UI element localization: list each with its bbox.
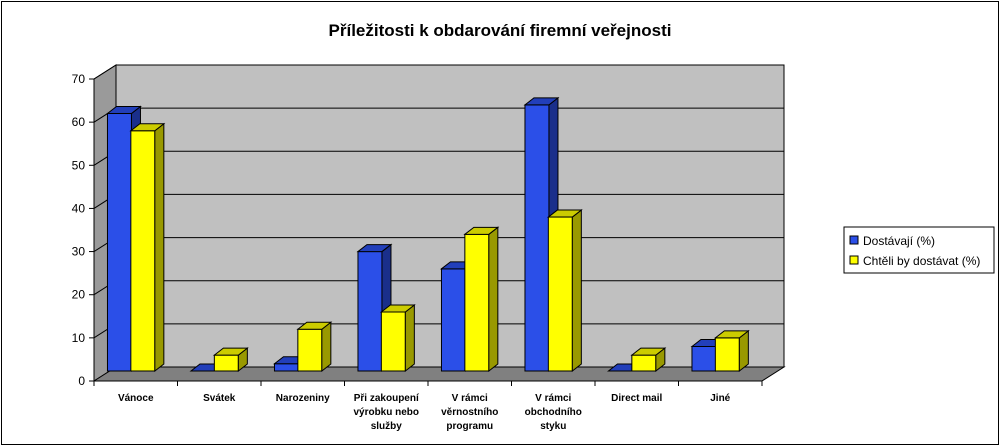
- x-tick-label-line: programu: [446, 421, 493, 432]
- x-tick-label: Direct mail: [611, 393, 662, 404]
- bar-side: [571, 209, 582, 373]
- bar: [546, 209, 583, 373]
- bar: [296, 321, 333, 373]
- bar-front: [297, 328, 323, 372]
- x-tick-label-line: V rámci: [535, 393, 571, 404]
- bar-top: [212, 347, 249, 356]
- chart-title: Příležitosti k obdarování firemní veřejn…: [329, 21, 672, 40]
- x-tick-label-line: Jiné: [710, 393, 730, 404]
- bar-top: [523, 97, 560, 106]
- y-tick-label: 60: [72, 115, 86, 129]
- bar-side: [154, 122, 165, 373]
- x-tick-label-line: Při zakoupení: [354, 393, 420, 404]
- x-tick-label: Narozeniny: [276, 393, 330, 404]
- bar: [523, 96, 560, 373]
- x-tick-label-line: Direct mail: [611, 393, 662, 404]
- x-tick-label: Při zakoupení výrobku nebo služby: [353, 393, 420, 432]
- bar-front: [440, 268, 466, 372]
- bar-front: [631, 354, 657, 372]
- gridline: [93, 64, 784, 80]
- bar-side: [488, 226, 499, 373]
- y-tick-label: 50: [72, 158, 86, 172]
- bar-front: [464, 233, 490, 372]
- x-tick-label: Svátek: [203, 393, 236, 404]
- x-tick-label: Jiné: [710, 393, 730, 404]
- legend-swatch: [849, 235, 859, 245]
- x-tick-label-line: výrobku nebo: [353, 407, 419, 418]
- x-tick-label-line: Narozeniny: [276, 393, 330, 404]
- bar-top: [296, 321, 333, 330]
- bar-front: [273, 363, 299, 372]
- bar-top: [630, 347, 667, 356]
- bar-top: [379, 304, 416, 313]
- plot-area: 0 10 20 30 40 50 60 70 Vánoce Svátek Narozeniny Při…: [72, 64, 786, 432]
- bar-top: [106, 106, 142, 115]
- bar-front: [380, 311, 406, 372]
- bar-side: [321, 321, 332, 373]
- bar-side: [404, 303, 415, 373]
- x-tick-label: Vánoce: [118, 393, 154, 404]
- bar-front: [691, 345, 717, 372]
- y-tick-label: 30: [72, 245, 86, 259]
- bar-front: [714, 337, 740, 372]
- bar: [212, 347, 249, 373]
- bar-front: [357, 251, 383, 372]
- bar: [463, 226, 500, 373]
- bar-top: [713, 330, 750, 339]
- bar: [129, 122, 166, 373]
- legend-label: Chtěli by dostávat (%): [863, 254, 980, 268]
- bar-top: [129, 123, 166, 132]
- x-tick-label: V rámci obchodního styku: [525, 393, 582, 432]
- y-tick-label: 70: [72, 72, 86, 86]
- bar: [630, 347, 667, 373]
- x-tick-label-line: obchodního: [525, 407, 582, 418]
- legend-box: [843, 226, 995, 274]
- bar-front: [524, 104, 550, 372]
- bar: [713, 329, 750, 373]
- x-tick-label-line: věrnostního: [441, 407, 498, 418]
- legend: Dostávají (%) Chtěli by dostávat (%): [843, 226, 995, 274]
- y-tick-label: 20: [72, 288, 86, 302]
- x-tick-label-line: služby: [371, 421, 403, 432]
- x-tick-label-line: Svátek: [203, 393, 236, 404]
- x-tick-label: V rámci věrnostního programu: [441, 393, 498, 432]
- y-tick-label: 10: [72, 331, 86, 345]
- x-tick-label-line: styku: [540, 421, 566, 432]
- y-tick-label: 0: [78, 374, 85, 388]
- y-tick-label: 40: [72, 201, 86, 215]
- bar-front: [130, 130, 156, 372]
- legend-label: Dostávají (%): [863, 234, 935, 248]
- legend-swatch: [849, 255, 859, 265]
- bar-top: [463, 226, 500, 235]
- bar-front: [547, 216, 573, 372]
- bar: [379, 303, 416, 373]
- bar-top: [546, 209, 583, 218]
- bar-front: [213, 354, 239, 372]
- x-tick-label-line: Vánoce: [118, 393, 154, 404]
- bar-top: [356, 244, 393, 253]
- x-tick-label-line: V rámci: [452, 393, 488, 404]
- bar-front: [106, 113, 132, 372]
